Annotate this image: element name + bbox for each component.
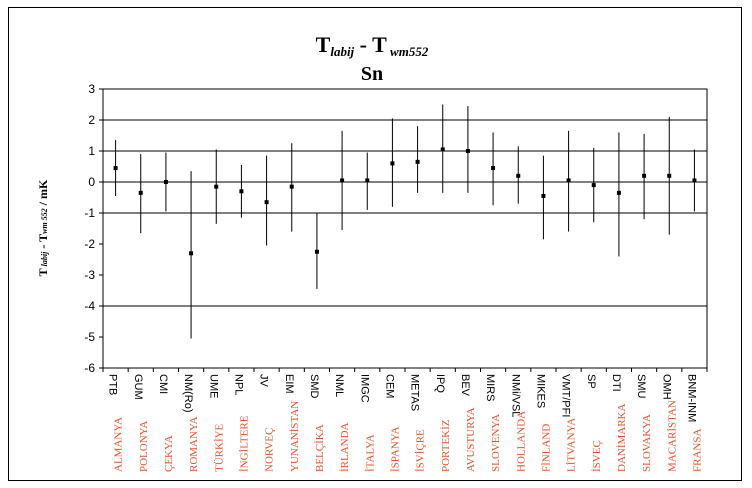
lab-label: NPL [232, 374, 244, 395]
country-label: İSVEÇ [591, 440, 603, 472]
lab-label: GUM [132, 374, 144, 400]
data-point [692, 178, 697, 183]
lab-label: BEV [459, 374, 471, 397]
data-point [390, 161, 395, 166]
lab-label: MIRS [484, 374, 496, 402]
data-point [415, 159, 420, 164]
y-tick-label: 3 [88, 82, 95, 96]
country-label: İNGİLTERE [238, 415, 250, 472]
lab-label: CMI [157, 374, 169, 394]
chart-subtitle: Sn [361, 63, 383, 85]
country-label: NORVEÇ [264, 428, 276, 472]
country-label: YUNANİSTAN [289, 401, 301, 472]
country-label: SLOVAKYA [641, 414, 653, 472]
country-label: ROMANYA [188, 416, 200, 472]
y-tick-label: 0 [88, 175, 95, 189]
y-tick-label: -5 [84, 330, 95, 344]
lab-label: BNM-INM [685, 374, 697, 422]
country-label: LİTVANYA [566, 418, 578, 472]
y-tick-label: -2 [84, 237, 95, 251]
chart-title: Tlabij - T wm552 [316, 32, 429, 59]
country-label: HOLLANDA [515, 411, 527, 472]
data-point [189, 251, 194, 256]
lab-label: NML [333, 374, 345, 397]
country-label: İTALYA [364, 434, 376, 472]
country-label: İRLANDA [339, 422, 351, 472]
data-point [113, 166, 118, 171]
country-label: BELÇİKA [314, 424, 326, 472]
lab-label: IMGC [358, 374, 370, 403]
lab-label: OMH [660, 374, 672, 400]
plot-border [102, 88, 708, 369]
country-label: MACARİSTAN [666, 400, 678, 472]
data-point [289, 184, 294, 189]
lab-label: NM(Ro) [182, 374, 194, 413]
data-point [642, 173, 647, 178]
country-label: ALMANYA [113, 417, 125, 472]
country-label: AVUSTURYA [465, 407, 477, 472]
country-label: SLOVENYA [490, 414, 502, 472]
lab-label: SMD [308, 374, 320, 399]
data-point [264, 200, 269, 205]
lab-label: CEM [383, 374, 395, 398]
y-tick-label: -4 [84, 299, 95, 313]
data-point [163, 180, 168, 184]
lab-label: METAS [409, 374, 421, 411]
country-label: POLONYA [138, 421, 150, 472]
lab-label: MIKES [534, 374, 546, 408]
data-point [465, 149, 470, 153]
lab-label: PTB [107, 374, 119, 395]
data-point [667, 173, 672, 178]
data-point [239, 189, 244, 194]
lab-label: SP [585, 374, 597, 389]
data-point [591, 183, 596, 188]
lab-label: VMT/PFI [560, 374, 572, 417]
country-label: DANİMARKA [616, 404, 628, 473]
y-tick-label: 1 [88, 144, 95, 158]
country-label: TÜRKİYE [213, 423, 225, 472]
country-label: İSVİÇRE [415, 429, 427, 472]
data-point [340, 178, 345, 183]
country-label: FİNLAND [540, 424, 552, 472]
plot-area: 3 2 1 0 -1 -2 -3 -4 -5 -6 PTB GUM CMI NM(Ro) UME NPL JV E… [84, 82, 708, 473]
country-label: PORTEKİZ [440, 419, 452, 472]
lab-label: UME [207, 374, 219, 398]
y-tick-label: -6 [84, 361, 95, 375]
data-point [138, 190, 143, 195]
lab-label: NMi/VSL [509, 374, 521, 417]
lab-label: DTI [610, 374, 622, 392]
y-axis-label: T labij - Twm 552 / mK [36, 179, 50, 276]
lab-label: JV [258, 374, 270, 388]
data-point [541, 193, 546, 198]
data-point [314, 249, 319, 254]
country-label: İSPANYA [389, 426, 401, 472]
y-tick-label: 2 [88, 113, 95, 127]
y-tick-label: -3 [84, 268, 95, 282]
data-point [214, 184, 219, 189]
data-point [365, 178, 370, 183]
country-label: FRANSA [691, 429, 703, 472]
data-point [440, 147, 445, 152]
lab-label: IPQ [434, 374, 446, 393]
lab-label: EIM [283, 374, 295, 394]
data-point [566, 178, 571, 183]
y-tick-label: -1 [84, 206, 95, 220]
data-point [491, 166, 496, 171]
chart-frame [8, 7, 742, 481]
data-point [516, 173, 521, 178]
data-point [616, 190, 621, 195]
lab-label: SMU [635, 374, 647, 399]
country-label: ÇEKYA [163, 435, 175, 472]
